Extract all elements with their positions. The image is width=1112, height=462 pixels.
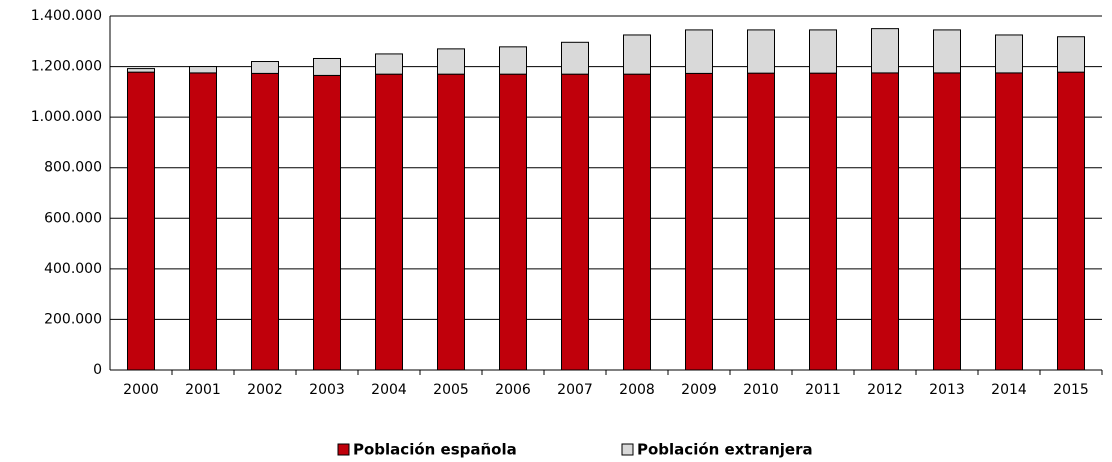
bar-segment [313,57,341,76]
bar-segment [747,29,775,74]
y-tick-label: 400.000 [44,261,102,277]
x-tick-label: 2009 [681,382,717,398]
y-tick-label: 1.000.000 [31,109,102,125]
bar-segment [437,73,465,371]
bar-segment [747,72,775,371]
y-tick-label: 1.200.000 [31,59,102,75]
x-tick-label: 2010 [743,382,779,398]
legend-swatch [621,443,634,456]
bar-segment [623,34,651,75]
bar-segment [313,74,341,371]
bar-segment [871,28,899,74]
bar-segment [251,61,279,74]
x-tick-label: 2005 [433,382,469,398]
bar-segment [871,72,899,371]
legend-label: Población española [353,441,517,459]
y-tick-label: 200.000 [44,311,102,327]
bar-segment [499,73,527,371]
bar-segment [933,29,961,74]
legend-swatch [337,443,350,456]
x-tick-label: 2004 [371,382,407,398]
legend: Población española Población extranjera [337,441,813,459]
x-tick-label: 2008 [619,382,655,398]
bar-segment [995,34,1023,74]
y-tick-label: 600.000 [44,210,102,226]
bar-segment [561,73,589,371]
x-tick-label: 2014 [991,382,1027,398]
y-tick-label: 1.400.000 [31,8,102,24]
bar-segment [561,41,589,75]
bar-segment [189,66,217,74]
y-tick-label: 0 [93,362,102,378]
bar-segment [685,72,713,371]
bar-segment [1057,71,1085,371]
x-tick-label: 2000 [123,382,159,398]
x-tick-label: 2015 [1053,382,1089,398]
x-tick-label: 2001 [185,382,221,398]
bar-segment [933,72,961,371]
bar-segment [375,53,403,75]
bar-segment [437,48,465,75]
bar-segment [189,72,217,371]
x-tick-label: 2007 [557,382,593,398]
bar-segment [1057,36,1085,73]
y-tick-label: 800.000 [44,160,102,176]
bar-segment [623,73,651,371]
bar-segment [127,71,155,371]
bar-segment [995,72,1023,371]
x-tick-label: 2013 [929,382,965,398]
x-tick-label: 2011 [805,382,841,398]
bar-segment [375,73,403,371]
legend-label: Población extranjera [637,441,813,459]
x-tick-label: 2003 [309,382,345,398]
x-tick-label: 2002 [247,382,283,398]
bar-segment [809,29,837,74]
bar-segment [809,72,837,371]
x-tick-label: 2006 [495,382,531,398]
bar-segment [127,68,155,73]
bar-segment [685,29,713,74]
x-tick-label: 2012 [867,382,903,398]
bar-segment [499,46,527,75]
bar-segment [251,72,279,371]
